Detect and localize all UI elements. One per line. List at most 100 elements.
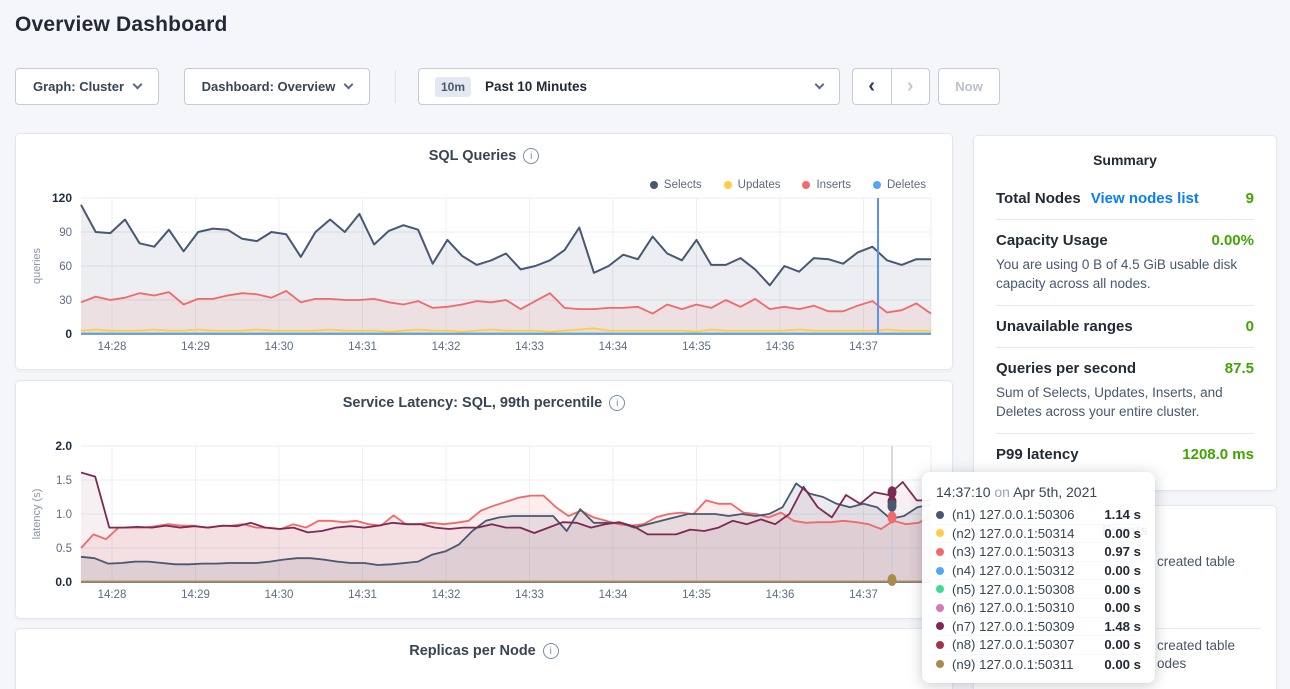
svg-text:14:34: 14:34: [599, 341, 628, 353]
legend-label: Inserts: [816, 179, 851, 191]
summary-label: Unavailable ranges: [996, 318, 1133, 335]
summary-panel: Summary Total NodesView nodes list9Capac…: [973, 135, 1277, 491]
summary-value: 0: [1246, 318, 1254, 335]
legend-item-deletes[interactable]: Deletes: [873, 179, 926, 191]
service-latency-chart[interactable]: 14:2814:2914:3014:3114:3214:3314:3414:35…: [16, 381, 954, 620]
tooltip-node-value: 0.00 s: [1104, 600, 1141, 615]
tooltip-node-label: (n9) 127.0.0.1:50311: [952, 657, 1073, 672]
dashboard-dropdown-label: Dashboard: Overview: [202, 79, 336, 94]
svg-text:14:29: 14:29: [181, 341, 210, 353]
time-back-button[interactable]: ‹: [853, 69, 892, 104]
tooltip-node-value: 0.97 s: [1104, 544, 1141, 559]
summary-title: Summary: [996, 136, 1254, 168]
svg-text:14:28: 14:28: [98, 341, 127, 353]
info-icon[interactable]: i: [609, 395, 625, 411]
tooltip-node-value: 1.48 s: [1104, 619, 1141, 634]
legend-item-inserts[interactable]: Inserts: [802, 179, 851, 191]
svg-text:latency (s): latency (s): [31, 489, 43, 540]
legend-label: Selects: [664, 179, 702, 191]
summary-item-unavailable-ranges: Unavailable ranges 0: [996, 306, 1254, 348]
summary-item-capacity-usage: Capacity Usage0.00%You are using 0 B of …: [996, 220, 1254, 306]
tooltip-timestamp: 14:37:10 on Apr 5th, 2021: [936, 484, 1141, 500]
summary-item-p99-latency: P99 latency1208.0 ms: [996, 434, 1254, 475]
legend-dot-icon: [724, 181, 732, 189]
svg-text:60: 60: [59, 261, 72, 273]
svg-text:14:36: 14:36: [766, 589, 795, 601]
info-icon[interactable]: i: [543, 643, 559, 659]
summary-label: Queries per second: [996, 360, 1136, 377]
svg-text:14:29: 14:29: [181, 589, 210, 601]
svg-text:14:33: 14:33: [515, 341, 544, 353]
chevron-down-icon: [815, 80, 825, 90]
sql-queries-card: SQL Queries i Selects Updates Inserts Delet…: [15, 133, 953, 370]
graph-dropdown[interactable]: Graph: Cluster: [15, 68, 159, 105]
chart-hover-tooltip: 14:37:10 on Apr 5th, 2021 (n1) 127.0.0.1…: [922, 472, 1155, 683]
view-nodes-list-link[interactable]: View nodes list: [1091, 190, 1199, 207]
time-step-buttons: ‹ ›: [852, 68, 930, 105]
dashboard-dropdown[interactable]: Dashboard: Overview: [184, 68, 370, 105]
time-range-label: Past 10 Minutes: [485, 79, 587, 94]
tooltip-node-label: (n2) 127.0.0.1:50314: [952, 526, 1074, 541]
time-range-dropdown[interactable]: 10m Past 10 Minutes: [418, 68, 840, 105]
summary-label: Total Nodes: [996, 190, 1081, 207]
legend-dot-icon: [873, 181, 881, 189]
tooltip-node-label: (n4) 127.0.0.1:50312: [952, 563, 1074, 578]
tooltip-node-value: 0.00 s: [1104, 526, 1141, 541]
node-dot-icon: [936, 511, 944, 519]
summary-value: 1208.0 ms: [1182, 446, 1254, 463]
event-row-text[interactable]: created table: [1157, 638, 1235, 653]
sql-queries-chart[interactable]: 14:2814:2914:3014:3114:3214:3314:3414:35…: [16, 134, 954, 371]
svg-text:14:28: 14:28: [98, 589, 127, 601]
svg-text:0: 0: [65, 327, 72, 341]
svg-text:14:36: 14:36: [766, 341, 795, 353]
tooltip-node-value: 0.00 s: [1104, 563, 1141, 578]
summary-description: You are using 0 B of 4.5 GiB usable disk…: [996, 255, 1254, 293]
info-icon[interactable]: i: [523, 148, 539, 164]
legend-item-selects[interactable]: Selects: [650, 179, 702, 191]
summary-description: Sum of Selects, Updates, Inserts, and De…: [996, 383, 1254, 421]
svg-text:0.0: 0.0: [55, 575, 72, 589]
svg-text:14:32: 14:32: [432, 589, 461, 601]
svg-text:14:35: 14:35: [682, 589, 711, 601]
page-title: Overview Dashboard: [15, 13, 228, 37]
summary-item-total-nodes: Total NodesView nodes list9: [996, 178, 1254, 220]
time-forward-button[interactable]: ›: [892, 69, 930, 104]
svg-text:1.5: 1.5: [56, 475, 72, 487]
tooltip-node-row: (n8) 127.0.0.1:503070.00 s: [936, 636, 1141, 655]
tooltip-node-label: (n1) 127.0.0.1:50306: [952, 507, 1074, 522]
summary-value: 87.5: [1225, 360, 1254, 377]
tooltip-node-row: (n4) 127.0.0.1:50312 0.00 s: [936, 562, 1141, 581]
svg-text:14:37: 14:37: [849, 341, 878, 353]
chevron-down-icon: [344, 80, 354, 90]
now-button[interactable]: Now: [938, 68, 1000, 105]
node-dot-icon: [936, 567, 944, 575]
svg-text:queries: queries: [31, 247, 43, 284]
legend-item-updates[interactable]: Updates: [724, 179, 781, 191]
legend-label: Updates: [738, 179, 781, 191]
legend-dot-icon: [802, 181, 810, 189]
tooltip-node-row: (n2) 127.0.0.1:50314 0.00 s: [936, 525, 1141, 544]
sql-legend: Selects Updates Inserts Deletes: [650, 179, 926, 191]
node-dot-icon: [936, 622, 944, 630]
svg-text:30: 30: [59, 295, 72, 307]
graph-dropdown-label: Graph: Cluster: [33, 79, 124, 94]
tooltip-node-row: (n3) 127.0.0.1:50313 0.97 s: [936, 543, 1141, 562]
summary-label: Capacity Usage: [996, 232, 1108, 249]
node-dot-icon: [936, 660, 944, 668]
svg-text:14:33: 14:33: [515, 589, 544, 601]
svg-text:90: 90: [59, 227, 72, 239]
tooltip-node-label: (n8) 127.0.0.1:50307: [952, 637, 1074, 652]
node-dot-icon: [936, 548, 944, 556]
svg-text:14:31: 14:31: [348, 341, 377, 353]
service-latency-title: Service Latency: SQL, 99th percentile i: [16, 395, 952, 411]
svg-text:14:37: 14:37: [849, 589, 878, 601]
legend-label: Deletes: [887, 179, 926, 191]
svg-text:120: 120: [52, 191, 72, 205]
svg-text:14:32: 14:32: [432, 341, 461, 353]
event-row-text[interactable]: created table: [1157, 554, 1235, 569]
event-row-text[interactable]: odes: [1157, 656, 1186, 671]
tooltip-node-label: (n3) 127.0.0.1:50313: [952, 544, 1074, 559]
svg-text:14:30: 14:30: [265, 341, 294, 353]
sql-queries-title: SQL Queries i: [16, 148, 952, 164]
tooltip-node-label: (n7) 127.0.0.1:50309: [952, 619, 1074, 634]
